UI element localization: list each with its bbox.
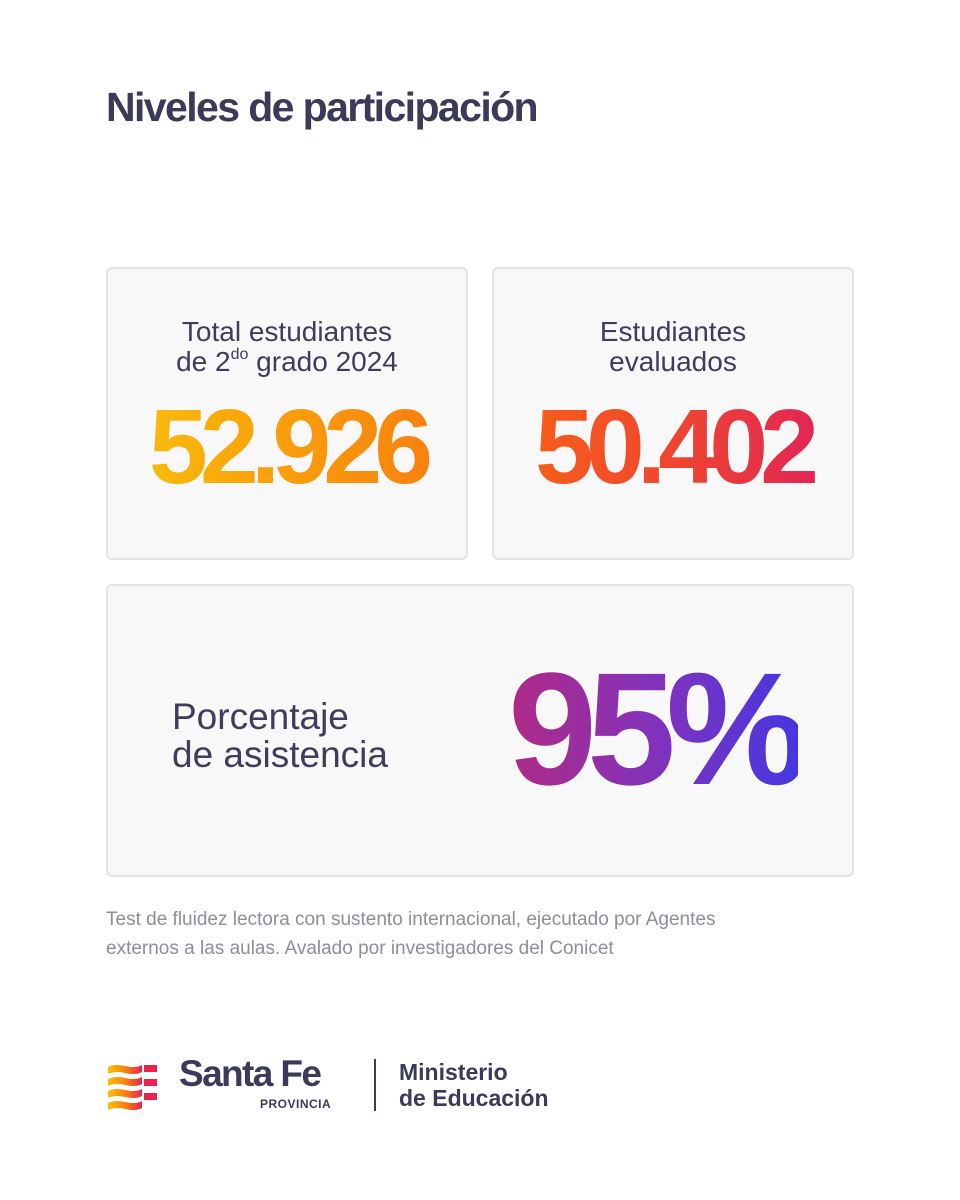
footnote: Test de fluidez lectora con sustento int… xyxy=(106,909,716,959)
page-title: Niveles de participación xyxy=(106,84,539,130)
total-students-card: Total estudiantes de 2do grado 2024 52.9… xyxy=(106,267,468,560)
brand-name: Santa Fe xyxy=(179,1053,322,1094)
footer-brand: Santa Fe PROVINCIA Ministerio de Educaci… xyxy=(106,1053,706,1115)
total-students-label: Total estudiantes de 2do grado 2024 xyxy=(176,316,398,377)
ministry-name: Ministerio de Educación xyxy=(399,1059,549,1111)
attendance-label: Porcentaje de asistencia xyxy=(172,696,388,775)
santa-fe-flag-logo-icon xyxy=(108,1065,157,1110)
total-students-value: 52.926 xyxy=(108,387,466,507)
brand-subtitle: PROVINCIA xyxy=(260,1097,332,1111)
evaluated-students-label: Estudiantes evaluados xyxy=(599,316,747,377)
attendance-card: Porcentaje de asistencia 95% xyxy=(106,584,854,877)
footer-divider xyxy=(374,1059,376,1111)
evaluated-students-card: Estudiantes evaluados 50.402 xyxy=(492,267,854,560)
attendance-value: 95% xyxy=(508,639,808,818)
evaluated-students-value: 50.402 xyxy=(494,387,852,507)
